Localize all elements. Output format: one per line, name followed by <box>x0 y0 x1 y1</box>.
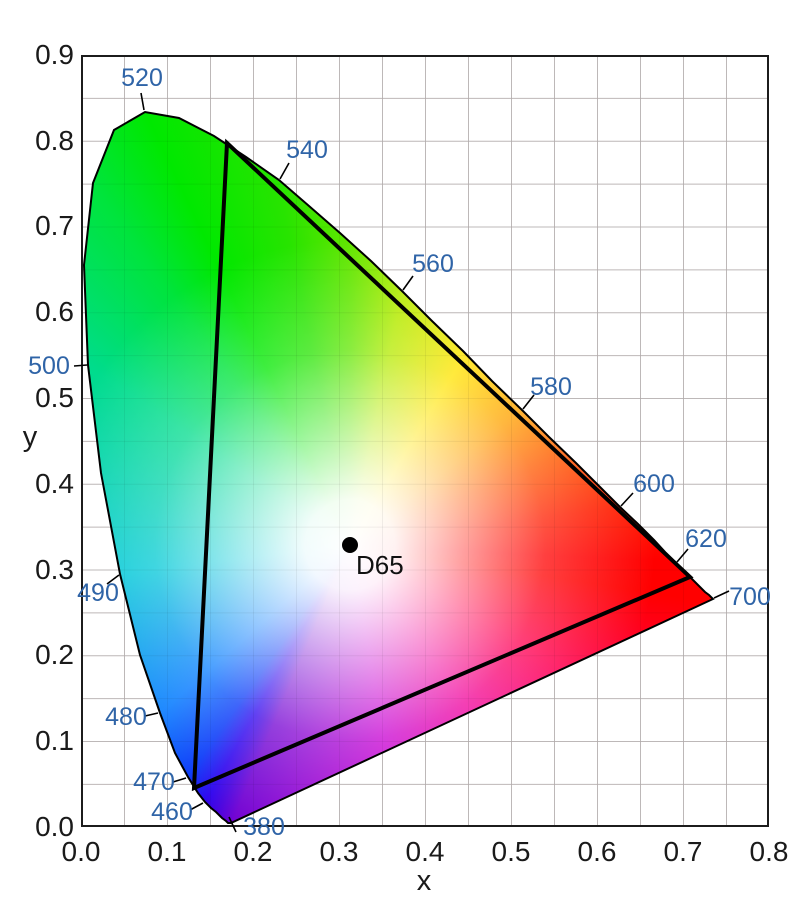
wavelength-label-500: 500 <box>28 352 70 380</box>
x-tick-0.6: 0.6 <box>577 836 617 867</box>
wavelength-label-540: 540 <box>286 136 328 164</box>
wavelength-label-700: 700 <box>729 583 771 611</box>
wavelength-label-490: 490 <box>77 579 119 607</box>
grid-lines-overlay <box>81 55 769 827</box>
y-tick-0.4: 0.4 <box>35 468 74 499</box>
plot-area <box>81 55 769 827</box>
gamut-triangle <box>191 138 694 792</box>
x-tick-0.1: 0.1 <box>147 836 187 867</box>
wavelength-tick-marks <box>73 92 730 833</box>
y-tick-0.8: 0.8 <box>35 125 74 156</box>
wavelength-label-470: 470 <box>133 768 175 796</box>
plot-frame <box>81 55 769 827</box>
y-tick-0.0: 0.0 <box>35 811 74 842</box>
x-tick-0.0: 0.0 <box>61 836 101 867</box>
y-tick-0.7: 0.7 <box>35 210 74 241</box>
white-point-dot <box>342 537 358 553</box>
wavelength-label-580: 580 <box>530 373 572 401</box>
y-tick-0.3: 0.3 <box>35 554 74 585</box>
x-tick-0.4: 0.4 <box>405 836 445 867</box>
wavelength-label-460: 460 <box>151 798 193 826</box>
y-axis-title: y <box>22 421 38 453</box>
y-tick-0.6: 0.6 <box>35 296 74 327</box>
wavelength-label-480: 480 <box>105 703 147 731</box>
wavelength-label-560: 560 <box>412 250 454 278</box>
wavelength-label-620: 620 <box>685 525 727 553</box>
y-tick-0.5: 0.5 <box>35 382 74 413</box>
spectral-locus-outline <box>82 110 715 824</box>
y-tick-0.9: 0.9 <box>35 39 74 70</box>
x-tick-0.8: 0.8 <box>749 836 789 867</box>
white-point-label: D65 <box>356 550 404 580</box>
x-tick-0.2: 0.2 <box>233 836 273 867</box>
x-tick-0.3: 0.3 <box>319 836 359 867</box>
y-tick-0.2: 0.2 <box>35 639 74 670</box>
x-tick-0.7: 0.7 <box>663 836 703 867</box>
y-tick-0.1: 0.1 <box>35 725 74 756</box>
x-tick-0.5: 0.5 <box>491 836 531 867</box>
wavelength-label-520: 520 <box>121 64 163 92</box>
x-axis-title: x <box>416 865 432 897</box>
wavelength-label-380: 380 <box>243 813 285 841</box>
wavelength-label-600: 600 <box>633 470 675 498</box>
